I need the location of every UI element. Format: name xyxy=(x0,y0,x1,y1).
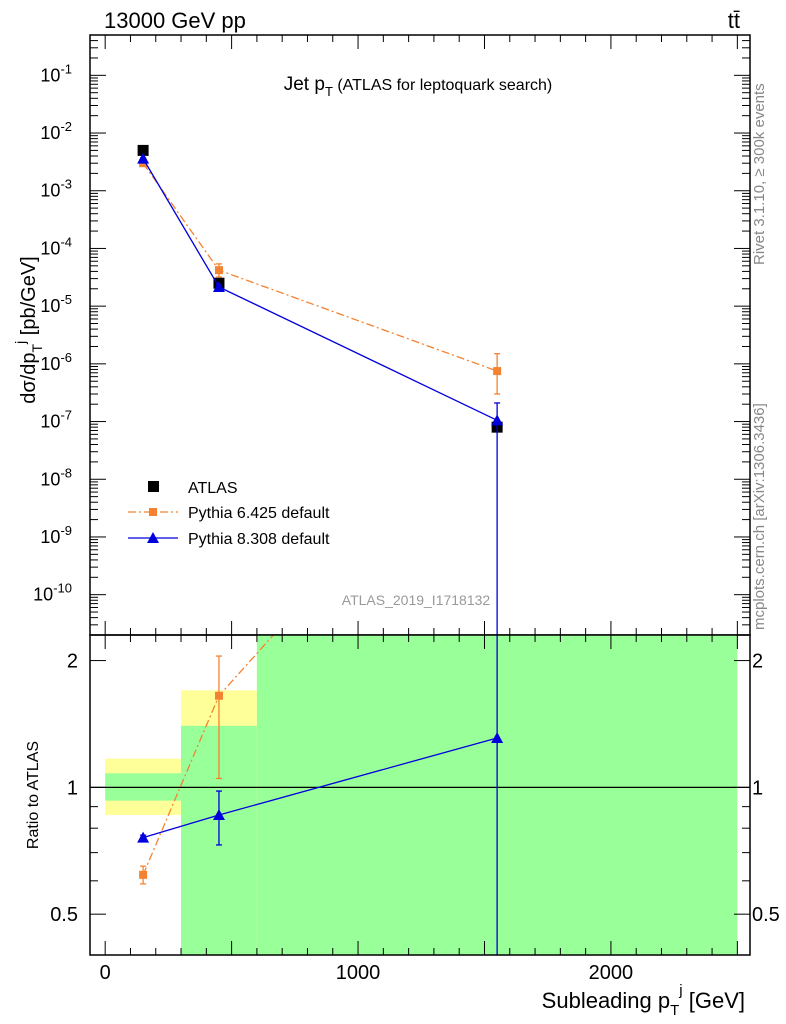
main-title: Jet pT (ATLAS for leptoquark search) xyxy=(284,74,553,99)
main-y-tick-label: 10-2 xyxy=(40,119,72,143)
main-point-pythia8 xyxy=(137,152,150,164)
main-panel: 10-10 10-9 10-8 10-7 10-6 10-5 10-4 10-3 10-2 10-… xyxy=(12,34,751,636)
header-energy-label: 13000 GeV pp xyxy=(104,8,246,33)
main-point-pythia6 xyxy=(493,367,502,376)
main-y-axis-label: dσ/dpTj [pb/GeV] xyxy=(12,256,45,403)
legend-marker-pythia8 xyxy=(147,532,159,543)
main-y-tick-label: 10-3 xyxy=(40,177,72,201)
ratio-y-tick-label-right: 2 xyxy=(752,651,763,673)
main-point-pythia8 xyxy=(491,414,504,426)
ratio-y-tick-label-left: 0.5 xyxy=(50,904,78,926)
ratio-data-marks xyxy=(137,635,504,955)
ratio-y-axis-label: Ratio to ATLAS xyxy=(25,741,42,849)
main-y-tick-label: 10-9 xyxy=(40,523,72,547)
legend-label-pythia6: Pythia 6.425 default xyxy=(188,505,330,522)
main-y-tick-label: 10-5 xyxy=(40,292,72,316)
main-y-tick-label: 10-8 xyxy=(40,465,72,489)
mcplots-label: mcplots.cern.ch [arXiv:1306.3436] xyxy=(751,403,768,630)
ratio-point-pythia8 xyxy=(491,731,504,743)
x-tick-label: 0 xyxy=(100,962,111,984)
main-series-line xyxy=(142,158,498,421)
legend: ATLAS Pythia 6.425 default Pythia 8.308 … xyxy=(128,480,330,548)
ratio-point-pythia8 xyxy=(212,808,225,820)
x-tick-label: 1000 xyxy=(336,962,381,984)
main-y-tick-label: 10-7 xyxy=(40,408,72,432)
legend-marker-atlas xyxy=(148,481,159,492)
legend-label-pythia8: Pythia 8.308 default xyxy=(188,531,330,548)
ratio-y-tick-label-left: 2 xyxy=(67,651,78,673)
main-y-tick-label: 10-6 xyxy=(40,350,72,374)
ratio-y-tick-label-right: 1 xyxy=(752,777,763,799)
main-point-pythia8 xyxy=(212,280,225,292)
main-y-tick-label: 10-10 xyxy=(33,581,72,605)
main-point-pythia6 xyxy=(214,266,223,275)
ratio-uncertainty-bands xyxy=(105,635,738,955)
ratio-point-pythia6 xyxy=(139,870,148,879)
main-series-line xyxy=(142,162,498,372)
ratio-point-pythia8 xyxy=(137,831,150,843)
analysis-id-label: ATLAS_2019_I1718132 xyxy=(342,592,491,608)
header-process-label: tt̄ xyxy=(728,8,740,33)
ratio-y-tick-label-left: 1 xyxy=(67,777,78,799)
main-point-atlas xyxy=(137,144,149,156)
legend-marker-pythia6 xyxy=(149,508,157,516)
main-y-tick-label: 10-1 xyxy=(40,61,72,85)
ratio-y-tick-label-right: 0.5 xyxy=(752,904,780,926)
x-tick-label: 2000 xyxy=(589,962,634,984)
x-axis-label: Subleading pTj [GeV] xyxy=(542,982,745,1019)
ratio-panel: 0.5 0.5 1 1 2 2 0 1000 2000 Ratio to ATLAS Suble… xyxy=(25,634,780,1019)
ratio-point-pythia6 xyxy=(214,691,223,700)
ratio-frame xyxy=(89,634,751,956)
rivet-version-label: Rivet 3.1.10, ≥ 300k events xyxy=(751,83,768,265)
legend-label-atlas: ATLAS xyxy=(188,480,238,497)
main-data-marks xyxy=(137,144,504,635)
main-y-tick-label: 10-4 xyxy=(40,234,72,258)
